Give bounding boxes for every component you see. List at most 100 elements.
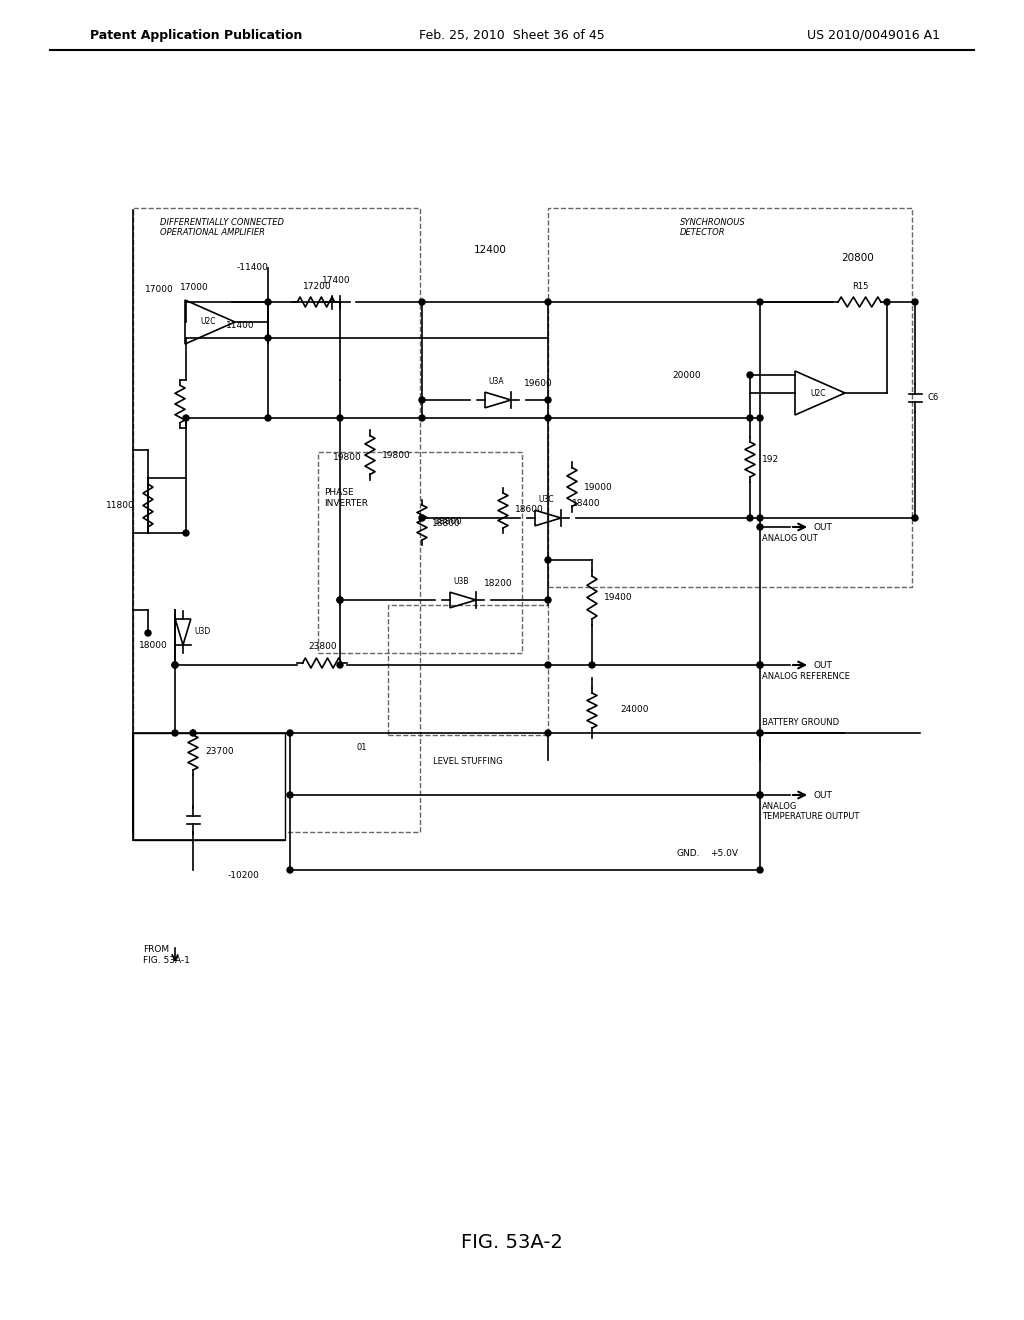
Text: FROM
FIG. 53A-1: FROM FIG. 53A-1 [143, 945, 189, 965]
Text: 20000: 20000 [672, 371, 700, 380]
Bar [388, 605, 548, 735]
Text: ANALOG OUT: ANALOG OUT [762, 535, 818, 543]
Circle shape [757, 867, 763, 873]
Text: 12400: 12400 [473, 246, 507, 255]
Text: 18000: 18000 [139, 640, 168, 649]
Circle shape [757, 792, 763, 799]
Text: GND.: GND. [677, 849, 700, 858]
Circle shape [757, 792, 763, 799]
Circle shape [190, 730, 196, 737]
Circle shape [589, 663, 595, 668]
Text: U3A: U3A [488, 378, 504, 387]
Circle shape [287, 792, 293, 799]
Text: 19800: 19800 [333, 453, 362, 462]
Text: LEVEL STUFFING: LEVEL STUFFING [433, 756, 503, 766]
Circle shape [912, 300, 918, 305]
Text: 18600: 18600 [515, 506, 544, 515]
Circle shape [145, 630, 151, 636]
Text: 18800: 18800 [434, 517, 463, 527]
Circle shape [545, 397, 551, 403]
Text: R15: R15 [852, 282, 868, 290]
Circle shape [757, 730, 763, 737]
Text: 17000: 17000 [145, 285, 174, 294]
Bar [548, 209, 912, 587]
Circle shape [545, 597, 551, 603]
Text: Patent Application Publication: Patent Application Publication [90, 29, 302, 41]
Circle shape [757, 663, 763, 668]
Text: C6: C6 [928, 393, 939, 403]
Circle shape [337, 597, 343, 603]
Bar [133, 733, 285, 840]
Circle shape [337, 663, 343, 668]
Circle shape [183, 531, 189, 536]
Circle shape [265, 300, 271, 305]
Text: ANALOG: ANALOG [762, 803, 798, 810]
Bar [318, 451, 522, 653]
Text: OUT: OUT [814, 523, 833, 532]
Text: US 2010/0049016 A1: US 2010/0049016 A1 [807, 29, 940, 41]
Circle shape [757, 515, 763, 521]
Bar [133, 209, 420, 832]
Circle shape [172, 663, 178, 668]
Text: -11400: -11400 [237, 264, 268, 272]
Circle shape [545, 663, 551, 668]
Text: 17200: 17200 [303, 282, 332, 290]
Text: 19000: 19000 [584, 483, 612, 491]
Text: U2C: U2C [810, 388, 825, 397]
Text: OUT: OUT [814, 660, 833, 669]
Text: Feb. 25, 2010  Sheet 36 of 45: Feb. 25, 2010 Sheet 36 of 45 [419, 29, 605, 41]
Text: +5.0V: +5.0V [710, 849, 738, 858]
Circle shape [746, 372, 753, 378]
Text: OUT: OUT [814, 791, 833, 800]
Text: 18200: 18200 [484, 578, 513, 587]
Text: DIFFERENTIALLY CONNECTED
OPERATIONAL AMPLIFIER: DIFFERENTIALLY CONNECTED OPERATIONAL AMP… [160, 218, 284, 238]
Circle shape [545, 414, 551, 421]
Text: 20800: 20800 [842, 253, 874, 263]
Circle shape [287, 730, 293, 737]
Circle shape [757, 414, 763, 421]
Text: -10200: -10200 [228, 870, 260, 879]
Text: U3C: U3C [539, 495, 554, 504]
Text: 19800: 19800 [382, 450, 411, 459]
Circle shape [265, 335, 271, 341]
Circle shape [337, 597, 343, 603]
Circle shape [265, 414, 271, 421]
Text: 11800: 11800 [106, 500, 135, 510]
Circle shape [757, 524, 763, 531]
Circle shape [545, 557, 551, 564]
Text: 18800: 18800 [432, 519, 461, 528]
Circle shape [337, 414, 343, 421]
Text: 17000: 17000 [180, 284, 209, 293]
Text: 192: 192 [762, 454, 779, 463]
Text: 23700: 23700 [205, 747, 233, 756]
Text: 23800: 23800 [308, 642, 337, 651]
Circle shape [419, 397, 425, 403]
Text: 18400: 18400 [572, 499, 601, 507]
Text: U3B: U3B [454, 577, 469, 586]
Circle shape [757, 663, 763, 668]
Circle shape [183, 414, 189, 421]
Text: BATTERY GROUND: BATTERY GROUND [762, 718, 839, 727]
Circle shape [419, 515, 425, 521]
Circle shape [419, 300, 425, 305]
Text: 19600: 19600 [524, 379, 553, 388]
Text: 19400: 19400 [604, 593, 633, 602]
Circle shape [287, 867, 293, 873]
Text: PHASE
INVERTER: PHASE INVERTER [324, 488, 368, 508]
Circle shape [746, 414, 753, 421]
Text: U2C: U2C [201, 318, 216, 326]
Circle shape [884, 300, 890, 305]
Circle shape [746, 515, 753, 521]
Circle shape [172, 730, 178, 737]
Text: 24000: 24000 [620, 705, 648, 714]
Circle shape [757, 730, 763, 737]
Text: 11400: 11400 [226, 321, 255, 330]
Text: FIG. 53A-2: FIG. 53A-2 [461, 1233, 563, 1251]
Circle shape [419, 414, 425, 421]
Text: ANALOG REFERENCE: ANALOG REFERENCE [762, 672, 850, 681]
Circle shape [545, 730, 551, 737]
Circle shape [757, 300, 763, 305]
Text: TEMPERATURE OUTPUT: TEMPERATURE OUTPUT [762, 812, 859, 821]
Circle shape [172, 663, 178, 668]
Text: U3D: U3D [195, 627, 211, 636]
